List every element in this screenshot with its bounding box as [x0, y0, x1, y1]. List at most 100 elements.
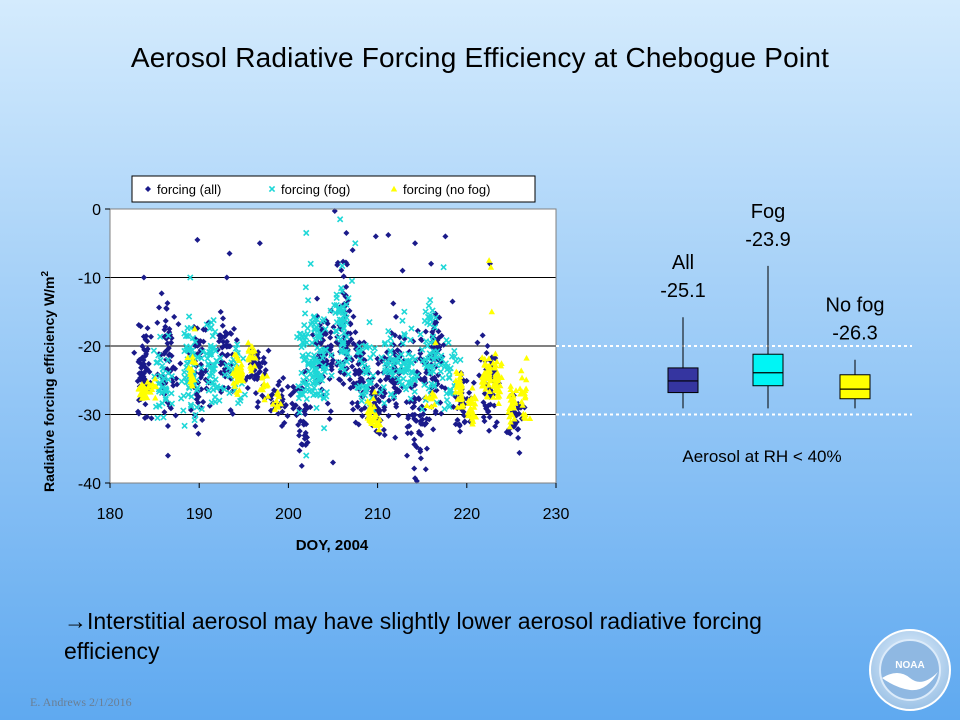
data-point	[356, 343, 363, 350]
data-point	[264, 393, 272, 399]
box-iqr	[667, 367, 699, 394]
data-point	[487, 264, 495, 270]
data-point	[218, 334, 225, 341]
data-point	[417, 350, 424, 357]
data-point	[386, 367, 393, 375]
box-label: Fog	[751, 201, 785, 223]
data-point	[231, 383, 239, 389]
data-point	[222, 329, 229, 336]
data-point	[364, 397, 371, 404]
data-point	[181, 422, 188, 430]
data-point	[358, 406, 365, 413]
data-point	[181, 369, 188, 376]
data-point	[138, 391, 146, 398]
data-point	[217, 384, 224, 391]
data-point	[185, 364, 193, 371]
data-point	[340, 273, 347, 280]
data-point	[481, 418, 488, 425]
data-point	[302, 429, 309, 436]
data-point	[213, 357, 221, 365]
data-point	[432, 339, 439, 346]
data-point	[335, 309, 343, 317]
data-point	[402, 383, 409, 390]
data-point	[478, 373, 486, 380]
data-point	[161, 350, 168, 357]
data-point	[144, 338, 151, 345]
legend-marker	[390, 185, 398, 192]
data-point	[392, 434, 399, 441]
data-point	[309, 380, 316, 387]
data-point	[192, 423, 199, 430]
data-point	[217, 308, 224, 315]
data-point	[189, 382, 196, 389]
data-point	[199, 348, 206, 355]
data-point	[464, 412, 472, 419]
data-point	[184, 354, 191, 361]
box-iqr	[839, 374, 871, 400]
data-point	[454, 395, 462, 402]
legend-label: forcing (no fog)	[403, 182, 490, 197]
data-point	[412, 475, 419, 482]
data-point	[455, 380, 462, 387]
data-point	[304, 330, 311, 337]
data-point	[349, 247, 356, 254]
data-point	[194, 354, 201, 361]
data-point	[343, 333, 350, 341]
data-point	[218, 358, 225, 365]
data-point	[300, 342, 307, 349]
data-point	[411, 388, 418, 395]
data-point	[152, 394, 159, 401]
data-point	[259, 392, 266, 399]
data-point	[319, 317, 326, 325]
data-point	[388, 391, 395, 398]
data-point	[137, 323, 144, 330]
data-point	[319, 348, 326, 355]
data-point	[453, 384, 460, 390]
data-point	[381, 341, 388, 348]
legend-box	[131, 175, 536, 203]
data-point	[160, 414, 167, 421]
data-point	[457, 356, 464, 363]
data-point	[279, 387, 286, 394]
data-point	[518, 398, 525, 405]
data-point	[343, 358, 351, 365]
data-point	[411, 465, 418, 472]
data-point	[251, 362, 258, 369]
data-point	[482, 385, 489, 392]
data-point	[194, 236, 201, 243]
data-point	[438, 332, 445, 339]
data-point	[417, 331, 424, 338]
data-point	[174, 381, 181, 388]
data-point	[350, 313, 357, 320]
data-point	[180, 407, 187, 414]
data-point	[336, 216, 344, 223]
data-point	[343, 319, 350, 326]
data-point	[428, 344, 435, 351]
data-point	[515, 434, 522, 441]
data-point	[479, 332, 486, 339]
data-point	[161, 409, 168, 416]
data-point	[142, 401, 149, 408]
data-point	[422, 420, 429, 427]
data-point	[422, 466, 429, 473]
data-point	[263, 382, 270, 389]
data-point	[484, 342, 491, 349]
data-point	[298, 369, 305, 377]
data-point	[216, 397, 223, 404]
y-axis-title-sup: 2	[40, 271, 51, 277]
data-point	[454, 416, 461, 423]
data-point	[314, 295, 321, 302]
data-point	[457, 386, 464, 393]
data-point	[227, 407, 234, 414]
data-point	[163, 387, 170, 394]
legend-label: forcing (all)	[157, 182, 221, 197]
data-point	[423, 402, 431, 409]
data-point	[461, 418, 468, 425]
data-point	[303, 452, 310, 459]
data-point	[369, 372, 377, 379]
data-point	[426, 416, 433, 423]
data-point	[177, 360, 184, 367]
data-point	[492, 350, 499, 357]
data-point	[422, 308, 429, 315]
